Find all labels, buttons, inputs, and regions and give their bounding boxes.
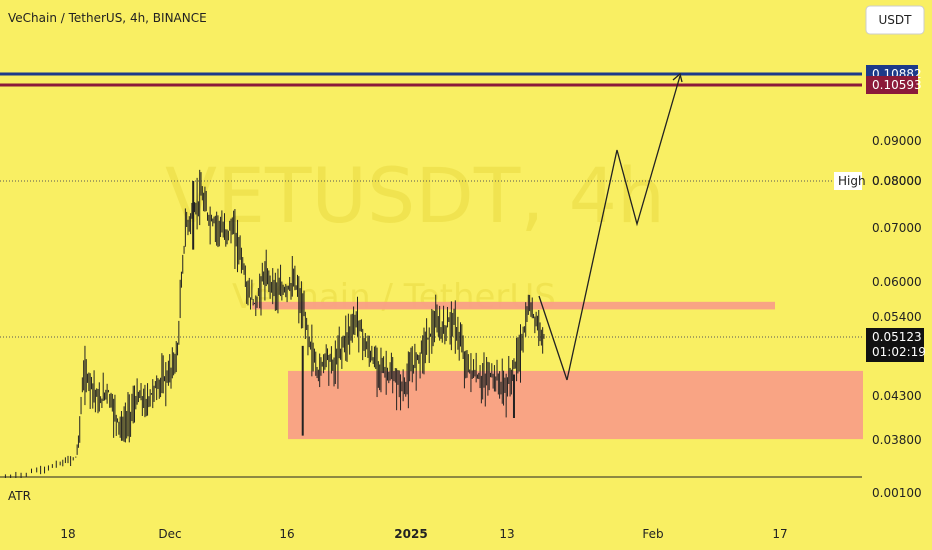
atr-value-label: 0.00100 (872, 486, 922, 500)
y-tick-label: 0.07000 (872, 221, 922, 235)
x-tick-label: Feb (642, 527, 663, 541)
x-tick-label: 13 (499, 527, 514, 541)
guides-layer (0, 72, 862, 338)
y-tick-label: 0.09000 (872, 134, 922, 148)
y-tick-label: 0.05400 (872, 310, 922, 324)
projection-path[interactable] (566, 75, 681, 381)
projection-arrowhead (672, 72, 683, 83)
y-tick-label: 0.08000 (872, 174, 922, 188)
currency-button[interactable] (865, 5, 925, 35)
x-tick-label: 16 (279, 527, 294, 541)
candles-layer (4, 169, 545, 478)
x-tick-label: 18 (60, 527, 75, 541)
y-tick-label: 0.06000 (872, 275, 922, 289)
price-line-badge-label-1: 0.10593 (872, 78, 922, 92)
zones-layer (252, 301, 863, 440)
countdown-label: 01:02:19 (872, 345, 926, 359)
x-tick-label: 17 (772, 527, 787, 541)
currency-button-label: USDT (879, 13, 913, 27)
atr-label[interactable]: ATR (8, 489, 31, 503)
x-tick-label: 2025 (394, 527, 427, 541)
current-price-badge (866, 328, 924, 362)
y-tick-label: 0.03800 (872, 433, 922, 447)
zone-0[interactable] (252, 301, 775, 310)
high-value-label: 0.08000 (872, 174, 922, 188)
current-price-label: 0.05123 (872, 330, 922, 344)
time-scale[interactable]: 18 Dec 16 2025 13 Feb 17 (60, 527, 787, 541)
projection-layer (538, 72, 683, 381)
symbol-title[interactable]: VeChain / TetherUS, 4h, BINANCE (8, 11, 207, 25)
x-tick-label: Dec (158, 527, 181, 541)
price-line-badge-1 (866, 76, 918, 94)
watermark-ticker: VETUSDT, 4h (165, 151, 665, 240)
price-scale[interactable]: 0.09000 0.08000 0.07000 0.06000 0.05400 0.043… (872, 134, 922, 447)
y-tick-label: 0.04300 (872, 389, 922, 403)
high-badge-label: High (838, 174, 866, 188)
high-badge (834, 172, 862, 190)
projection-drop (538, 295, 568, 381)
zone-1[interactable] (288, 370, 863, 440)
